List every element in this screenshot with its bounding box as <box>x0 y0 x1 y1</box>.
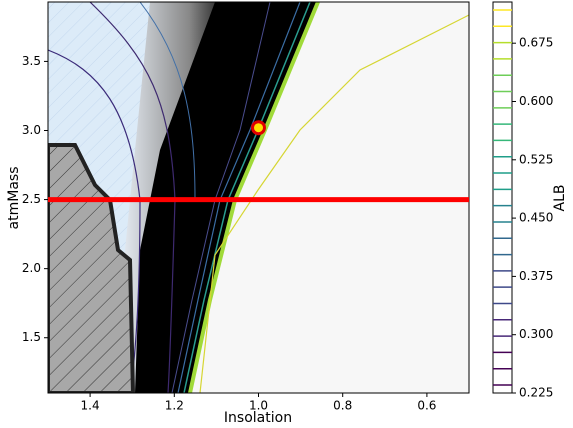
colorbar-tick-label: 0.600 <box>519 94 553 108</box>
colorbar-tick-label: 0.450 <box>519 211 553 225</box>
y-tick-label: 2.0 <box>22 261 41 275</box>
colorbar-label: ALB <box>552 185 568 212</box>
y-tick-label: 1.5 <box>22 330 41 344</box>
y-tick-label: 2.5 <box>22 192 41 206</box>
colorbar-tick-label: 0.675 <box>519 36 553 50</box>
colorbar-tick-label: 0.375 <box>519 269 553 283</box>
colorbar <box>492 1 513 394</box>
y-axis-label: atmMass <box>6 167 22 230</box>
colorbar-tick-label: 0.225 <box>519 386 553 400</box>
x-tick-label: 0.8 <box>333 399 352 413</box>
colorbar-tick-label: 0.300 <box>519 327 553 341</box>
x-tick-label: 1.0 <box>249 399 268 413</box>
colorbar-tick-label: 0.525 <box>519 152 553 166</box>
x-tick-label: 1.2 <box>165 399 184 413</box>
y-tick-label: 3.0 <box>22 123 41 137</box>
x-tick-label: 0.6 <box>417 399 436 413</box>
marker <box>251 120 266 136</box>
y-tick-label: 3.5 <box>22 54 41 68</box>
x-tick-label: 1.4 <box>81 399 100 413</box>
x-axis-label: Insolation <box>224 410 292 426</box>
